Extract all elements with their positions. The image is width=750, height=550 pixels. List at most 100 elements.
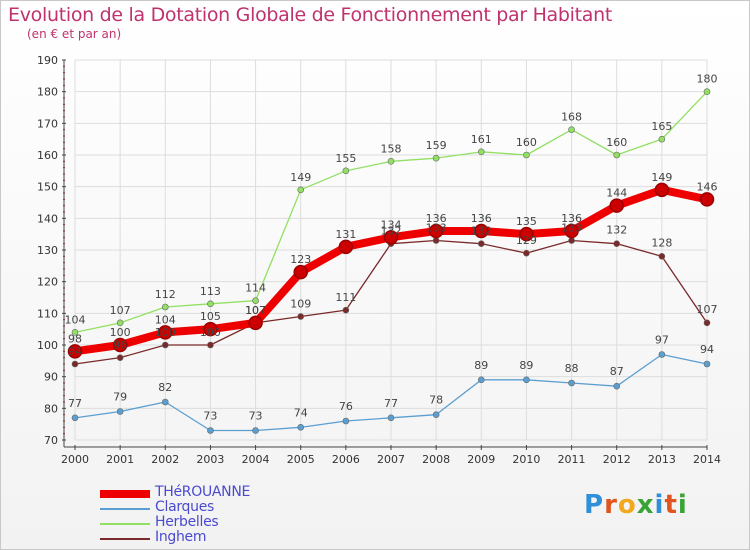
data-label: 74 — [294, 406, 308, 419]
y-tick-label: 140 — [37, 212, 58, 225]
data-label: 107 — [245, 304, 266, 317]
data-label: 114 — [245, 282, 266, 295]
data-label: 133 — [426, 222, 447, 235]
data-label: 135 — [516, 215, 537, 228]
data-point — [477, 376, 485, 384]
chart-subtitle: (en € et par an) — [27, 27, 122, 41]
y-tick-label: 100 — [37, 339, 58, 352]
data-point — [654, 182, 670, 198]
data-point — [477, 240, 485, 247]
data-point — [252, 427, 259, 434]
data-point — [161, 398, 169, 406]
x-tick-label: 2013 — [648, 453, 676, 466]
x-tick-label: 2010 — [512, 453, 540, 466]
data-label: 109 — [290, 298, 311, 311]
x-tick-label: 2004 — [242, 453, 270, 466]
data-label: 77 — [68, 397, 82, 410]
data-label: 87 — [610, 365, 624, 378]
data-point — [297, 186, 305, 194]
series-group — [67, 88, 715, 434]
data-label: 159 — [426, 139, 447, 152]
logo-letter: P — [584, 490, 605, 520]
x-tick-label: 2009 — [467, 453, 495, 466]
data-point — [207, 427, 214, 434]
data-point — [387, 414, 395, 422]
axes: 70 80 90 100 110 120 130 140 150 160 170 180 190 2000… — [37, 54, 721, 466]
data-point — [207, 341, 214, 349]
data-label: 78 — [429, 394, 443, 407]
data-label: 149 — [651, 171, 672, 184]
logo-letter: i — [654, 490, 665, 520]
data-point — [387, 158, 395, 165]
data-label: 107 — [245, 304, 266, 317]
data-label: 160 — [606, 136, 627, 149]
y-tick-label: 180 — [37, 86, 58, 99]
series-2 — [71, 88, 711, 336]
legend-label: Herbelles — [155, 514, 219, 530]
data-point — [613, 382, 621, 390]
y-tick-label: 110 — [37, 307, 58, 320]
y-tick-label: 190 — [37, 54, 58, 67]
x-tick-label: 2012 — [603, 453, 631, 466]
data-point — [703, 319, 711, 327]
data-label: 155 — [335, 152, 356, 165]
data-label: 73 — [203, 410, 217, 423]
data-point — [432, 237, 440, 244]
x-tick-label: 2001 — [106, 453, 134, 466]
data-point — [699, 192, 715, 207]
chart-title: Evolution de la Dotation Globale de Fonc… — [8, 4, 613, 26]
data-point — [613, 240, 621, 247]
data-label: 144 — [606, 187, 627, 200]
data-label: 168 — [561, 111, 582, 124]
data-label: 129 — [516, 234, 537, 247]
data-label: 131 — [335, 228, 356, 241]
y-tick-label: 130 — [37, 244, 58, 257]
data-point — [432, 154, 440, 162]
grid — [74, 59, 708, 441]
y-tick-label: 150 — [37, 181, 58, 194]
x-tick-label: 2007 — [377, 453, 405, 466]
data-label: 89 — [519, 359, 533, 372]
data-point — [428, 223, 444, 239]
data-point — [116, 408, 124, 415]
data-point — [116, 354, 124, 361]
data-label: 132 — [381, 225, 402, 238]
y-tick-label: 70 — [44, 434, 58, 447]
data-point — [519, 226, 534, 242]
data-label: 97 — [655, 334, 669, 347]
data-point — [297, 424, 305, 431]
data-label: 94 — [68, 345, 82, 358]
y-tick-label: 90 — [44, 371, 58, 384]
data-point — [203, 321, 218, 337]
data-point — [158, 325, 173, 340]
legend-label: THéROUANNE — [155, 484, 251, 500]
data-label: 128 — [651, 236, 672, 249]
data-point — [116, 319, 124, 327]
data-label: 136 — [561, 212, 582, 225]
x-tick-label: 2008 — [422, 453, 450, 466]
logo-letter: t — [664, 490, 678, 520]
y-tick-label: 80 — [44, 402, 58, 415]
data-point — [112, 337, 128, 353]
x-tick-label: 2000 — [61, 453, 89, 466]
data-point — [474, 223, 489, 239]
data-label: 146 — [697, 180, 718, 193]
data-label: 180 — [697, 73, 718, 86]
data-point — [613, 151, 621, 159]
data-label: 105 — [200, 310, 221, 323]
data-point — [252, 297, 259, 304]
x-tick-label: 2014 — [693, 453, 721, 466]
data-point — [297, 313, 305, 320]
logo-letter: o — [617, 490, 637, 520]
data-label: 111 — [335, 291, 356, 304]
data-point — [342, 306, 350, 314]
data-label: 161 — [471, 133, 492, 146]
series-0 — [67, 182, 715, 359]
data-point — [477, 148, 485, 156]
data-label: 77 — [384, 397, 398, 410]
data-point — [564, 223, 579, 239]
data-label: 94 — [700, 343, 714, 356]
proxiti-logo: Proxiti — [584, 490, 688, 520]
